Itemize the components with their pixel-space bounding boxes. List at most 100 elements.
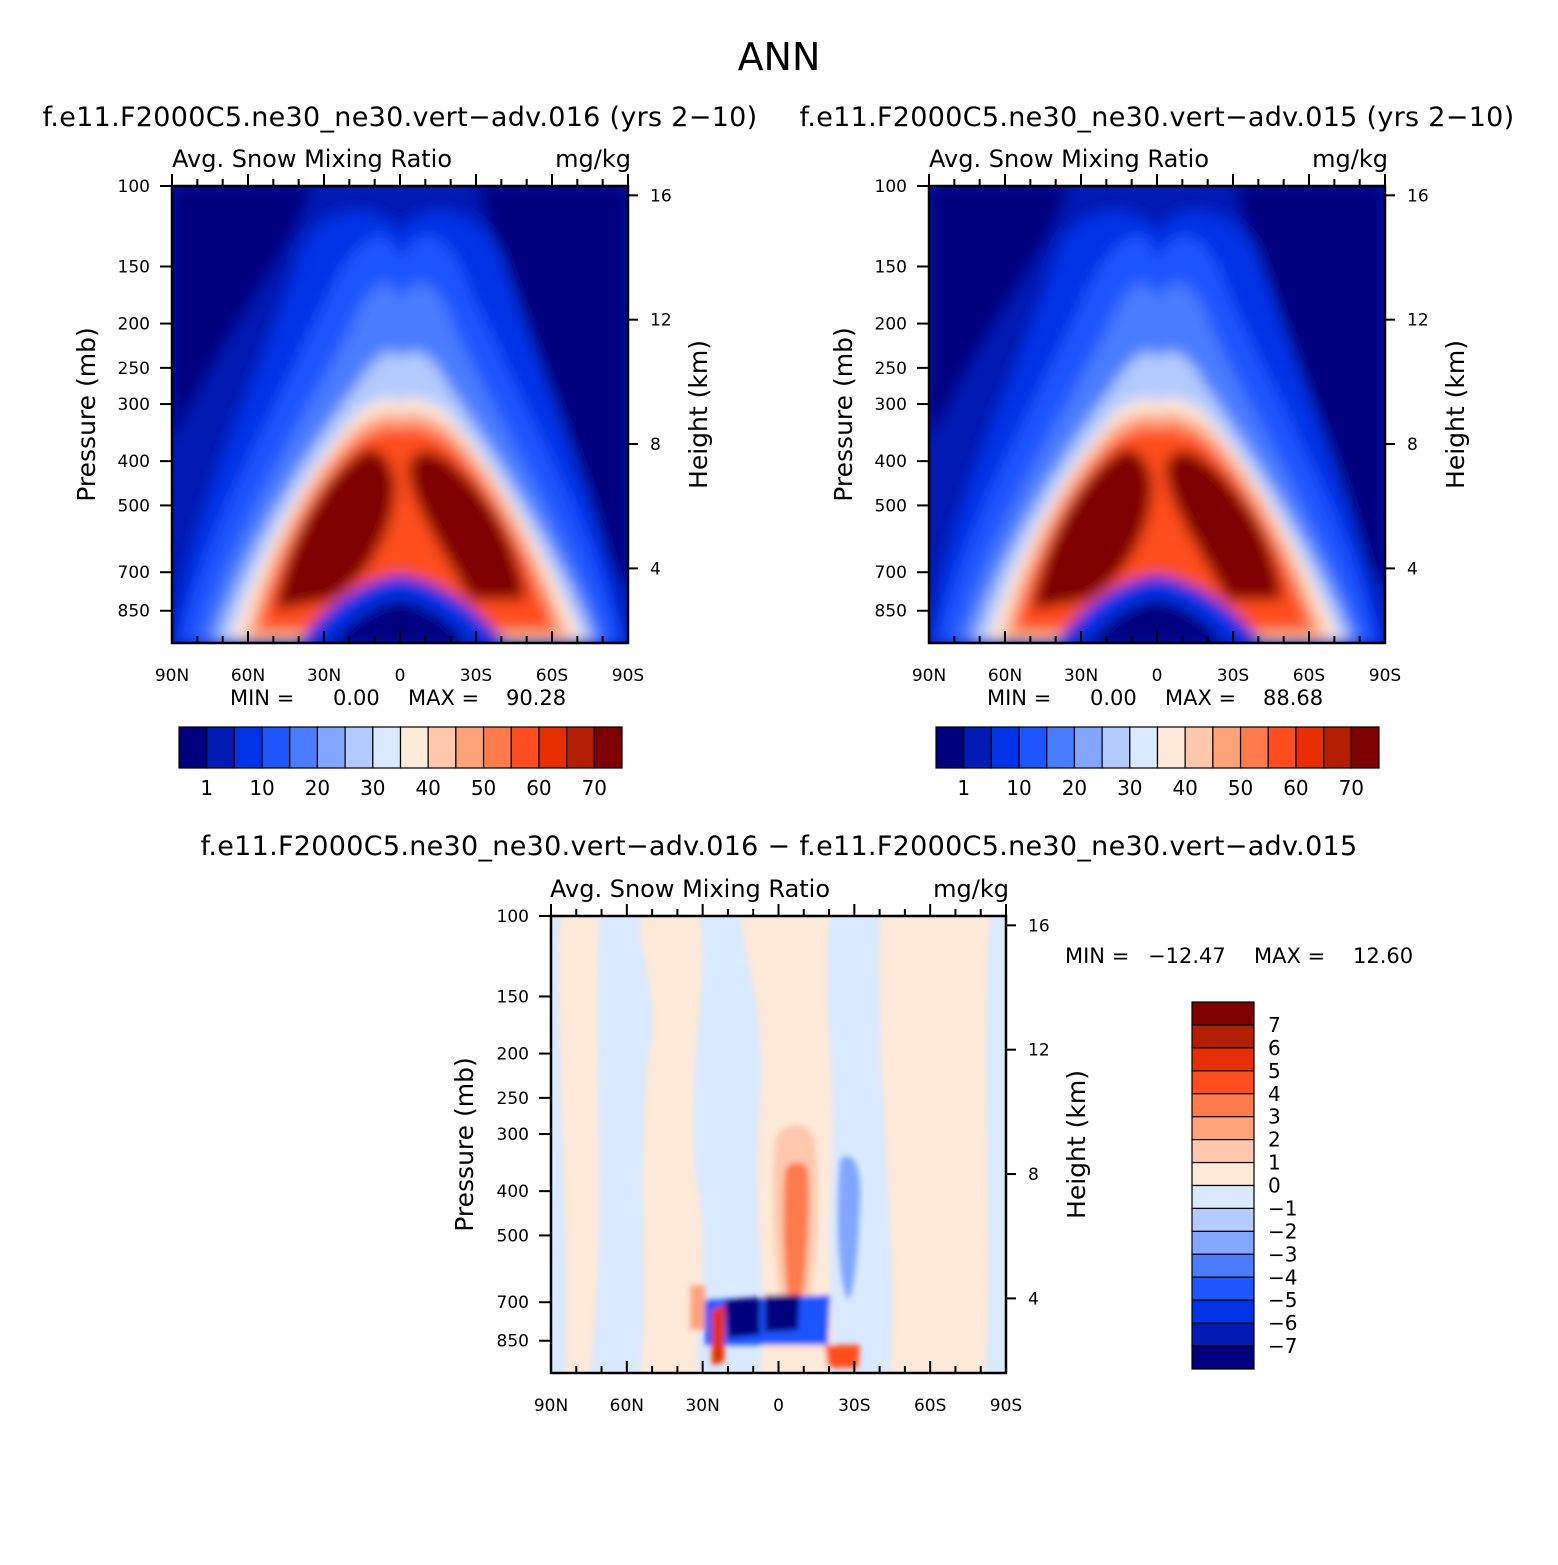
- contour-band-negative-streak: [838, 1156, 861, 1300]
- x-tick-label: 30N: [307, 666, 341, 686]
- max-label: MAX =: [408, 686, 479, 710]
- colorbar-swatch: [935, 726, 965, 769]
- colorbar-swatch: [289, 726, 319, 769]
- colorbar-swatch: [990, 726, 1020, 769]
- colorbar-label: 60: [1283, 776, 1308, 800]
- colorbar-swatch: [427, 726, 457, 769]
- colorbar-swatch: [1239, 726, 1269, 769]
- colorbar-swatch: [1212, 726, 1242, 769]
- x-tick-label: 0: [773, 1396, 784, 1416]
- max-label: MAX =: [1254, 944, 1325, 968]
- colorbar-swatch: [566, 726, 595, 769]
- x-tick-label: 60S: [1293, 666, 1325, 686]
- colorbar-label: −4: [1268, 1265, 1297, 1289]
- y2-tick-label: 4: [1407, 559, 1418, 579]
- y-tick-label: 200: [875, 315, 907, 335]
- contour-band-positive-spot: [712, 1305, 725, 1365]
- colorbar-label: 5: [1268, 1059, 1281, 1083]
- colorbar-label: 10: [1006, 776, 1031, 800]
- colorbar-swatch: [1191, 1207, 1255, 1232]
- x-tick-label: 60S: [914, 1396, 946, 1416]
- colorbar-swatch: [372, 726, 402, 769]
- colorbar-swatch: [1191, 1047, 1255, 1072]
- colorbar-label: 4: [1268, 1082, 1281, 1106]
- colorbar-swatch: [1191, 1299, 1255, 1324]
- colorbar-label: 70: [582, 776, 607, 800]
- contour-band-core: [275, 449, 525, 610]
- y-tick-label: 250: [875, 359, 907, 379]
- contour-band-dark-corners: [172, 186, 628, 590]
- y2-tick-label: 16: [1407, 186, 1429, 206]
- colorbar-label: 1: [1268, 1151, 1281, 1175]
- y-tick-label: 400: [875, 452, 907, 472]
- y-axis-label: Pressure (mb): [450, 1057, 479, 1231]
- colorbar-swatch: [538, 726, 568, 769]
- colorbar-swatch: [1295, 726, 1325, 769]
- colorbar: 1 10 20 30 40 50 60 70: [935, 726, 1380, 800]
- colorbar-swatch: [1046, 726, 1076, 769]
- colorbar-swatch: [1191, 1184, 1255, 1210]
- page-title: ANN: [738, 35, 821, 79]
- y-tick-label: 250: [118, 359, 150, 379]
- panel-case-016: f.e11.F2000C5.ne30_ne30.vert−adv.016 (yr…: [43, 102, 758, 800]
- variable-name: Avg. Snow Mixing Ratio: [172, 145, 452, 173]
- y2-tick-label: 12: [650, 311, 672, 331]
- units-label: mg/kg: [1312, 145, 1388, 173]
- colorbar-label: 20: [1062, 776, 1087, 800]
- max-value: 88.68: [1263, 686, 1323, 710]
- colorbar-swatch: [1191, 1230, 1255, 1255]
- colorbar-label: −6: [1268, 1311, 1297, 1335]
- y-tick-label: 850: [875, 602, 907, 622]
- y-tick-label: 500: [875, 496, 907, 516]
- colorbar-label: 70: [1339, 776, 1364, 800]
- y2-axis-label: Height (km): [684, 340, 713, 489]
- min-value: 0.00: [1090, 686, 1137, 710]
- y-tick-label: 150: [875, 257, 907, 277]
- min-label: MIN =: [1065, 944, 1129, 968]
- axes: 90N 60N 30N 0 30S 60S 90S 100 150 200 250 300 400 500…: [829, 174, 1470, 686]
- y2-tick-label: 4: [1028, 1289, 1039, 1309]
- y-tick-label: 400: [497, 1182, 529, 1202]
- x-tick-label: 90N: [155, 666, 189, 686]
- x-tick-label: 0: [395, 666, 406, 686]
- colorbar-swatch: [1191, 1001, 1255, 1026]
- contour-band-lower-dark: [330, 600, 470, 643]
- colorbar-label: −5: [1268, 1288, 1297, 1312]
- colorbar-label: 10: [249, 776, 274, 800]
- y-tick-label: 500: [497, 1226, 529, 1246]
- colorbar-swatch: [316, 726, 346, 769]
- x-tick-label: 60N: [231, 666, 265, 686]
- y2-tick-label: 16: [1028, 916, 1050, 936]
- x-tick-label: 30S: [1217, 666, 1249, 686]
- colorbar-swatch: [344, 726, 374, 769]
- colorbar-swatch: [178, 726, 208, 769]
- panel-difference: f.e11.F2000C5.ne30_ne30.vert−adv.016 − f…: [201, 831, 1414, 1416]
- y2-tick-label: 8: [650, 435, 661, 455]
- x-tick-label: 60S: [536, 666, 568, 686]
- max-value: 12.60: [1353, 944, 1413, 968]
- units-label: mg/kg: [555, 145, 631, 173]
- colorbar-swatch: [1191, 1322, 1255, 1347]
- x-tick-label: 30N: [685, 1396, 719, 1416]
- y-tick-label: 300: [875, 395, 907, 415]
- colorbar-label: −1: [1268, 1196, 1297, 1220]
- colorbar-swatch: [482, 726, 512, 769]
- x-tick-label: 90S: [1369, 666, 1401, 686]
- max-label: MAX =: [1165, 686, 1236, 710]
- colorbar-label: 1: [957, 776, 970, 800]
- y-tick-label: 200: [497, 1045, 529, 1065]
- y-tick-label: 150: [497, 987, 529, 1007]
- contour-band-positive-core: [783, 1162, 809, 1300]
- y-tick-label: 850: [118, 602, 150, 622]
- x-tick-label: 90S: [612, 666, 644, 686]
- x-tick-label: 30S: [460, 666, 492, 686]
- y2-tick-label: 12: [1028, 1041, 1050, 1061]
- y-tick-label: 700: [497, 1293, 529, 1313]
- variable-name: Avg. Snow Mixing Ratio: [929, 145, 1209, 173]
- y-axis-label: Pressure (mb): [72, 327, 101, 501]
- x-tick-label: 90N: [534, 1396, 568, 1416]
- contour-band-lower-dark: [1087, 600, 1227, 643]
- contour-band-positive-spot: [690, 1285, 705, 1330]
- x-tick-label: 90N: [912, 666, 946, 686]
